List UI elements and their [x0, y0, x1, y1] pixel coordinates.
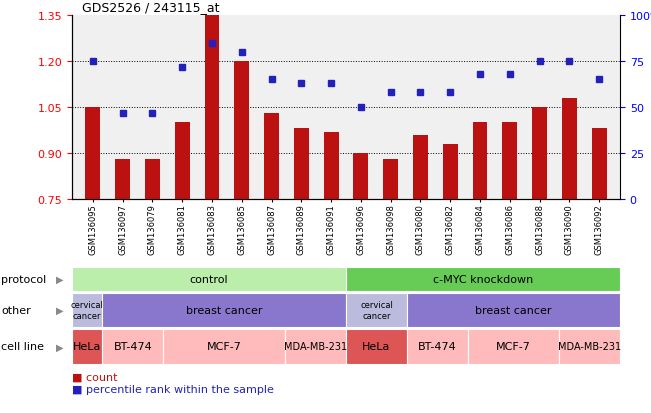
Text: BT-474: BT-474 [113, 342, 152, 351]
Bar [503, 123, 518, 199]
Bar [413, 135, 428, 199]
Bar [102, 329, 163, 364]
Bar [204, 16, 219, 199]
Bar [174, 123, 189, 199]
Bar [559, 329, 620, 364]
Bar [324, 132, 339, 199]
Text: GDS2526 / 243115_at: GDS2526 / 243115_at [82, 1, 219, 14]
Text: c-MYC knockdown: c-MYC knockdown [433, 274, 533, 284]
Text: cervical
cancer: cervical cancer [71, 301, 104, 320]
Bar [115, 160, 130, 199]
Bar [85, 108, 100, 199]
Bar [102, 293, 346, 327]
Text: MDA-MB-231: MDA-MB-231 [558, 342, 621, 351]
Bar [592, 129, 607, 199]
Text: ■ percentile rank within the sample: ■ percentile rank within the sample [72, 384, 274, 394]
Bar [285, 329, 346, 364]
Bar [468, 329, 559, 364]
Text: ▶: ▶ [56, 274, 64, 284]
Bar [383, 160, 398, 199]
Text: other: other [1, 305, 31, 315]
Bar [294, 129, 309, 199]
Text: ▶: ▶ [56, 342, 64, 351]
Text: ■ count: ■ count [72, 372, 117, 382]
Bar [234, 62, 249, 199]
Bar [145, 160, 160, 199]
Text: ▶: ▶ [56, 305, 64, 315]
Text: BT-474: BT-474 [418, 342, 457, 351]
Bar [407, 329, 468, 364]
Text: control: control [189, 274, 229, 284]
Text: HeLa: HeLa [362, 342, 391, 351]
Bar [72, 293, 102, 327]
Bar [353, 154, 368, 199]
Bar [346, 329, 407, 364]
Bar [346, 267, 620, 291]
Bar [443, 145, 458, 199]
Text: cervical
cancer: cervical cancer [360, 301, 393, 320]
Bar [264, 114, 279, 199]
Text: MCF-7: MCF-7 [496, 342, 531, 351]
Text: protocol: protocol [1, 274, 47, 284]
Text: MCF-7: MCF-7 [207, 342, 242, 351]
Text: breast cancer: breast cancer [475, 305, 551, 315]
Text: HeLa: HeLa [73, 342, 102, 351]
Bar [72, 329, 102, 364]
Bar [562, 99, 577, 199]
Bar [346, 293, 407, 327]
Text: breast cancer: breast cancer [186, 305, 262, 315]
Bar [407, 293, 620, 327]
Bar [163, 329, 285, 364]
Text: cell line: cell line [1, 342, 44, 351]
Bar [473, 123, 488, 199]
Bar [532, 108, 547, 199]
Text: MDA-MB-231: MDA-MB-231 [284, 342, 347, 351]
Bar [72, 267, 346, 291]
